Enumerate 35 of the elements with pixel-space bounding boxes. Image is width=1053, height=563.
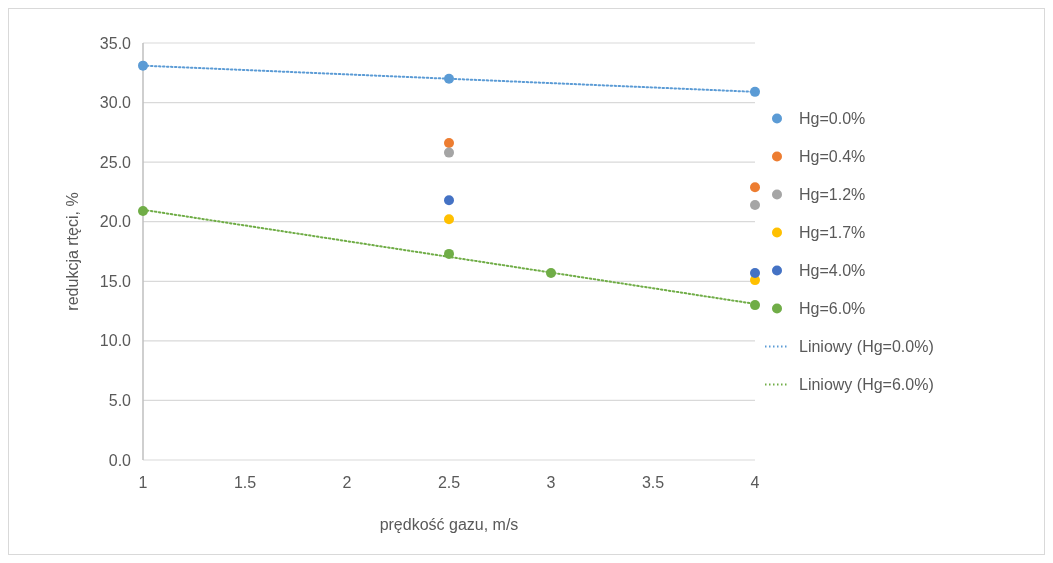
point — [444, 214, 454, 225]
point — [750, 200, 760, 211]
legend-label: Hg=0.0% — [799, 110, 866, 128]
x-tick-label: 1.5 — [233, 474, 257, 491]
x-axis-title: prędkość gazu, m/s — [379, 516, 519, 533]
point — [750, 267, 760, 278]
y-tick-label: 20.0 — [99, 213, 132, 231]
x-tick-label: 2.5 — [437, 474, 461, 491]
y-tick-label: 35.0 — [99, 34, 132, 52]
x-tick-label: 2 — [342, 474, 352, 491]
point — [444, 195, 454, 206]
point — [750, 182, 760, 193]
legend-label: Hg=1.7% — [799, 224, 866, 242]
y-tick-label: 10.0 — [99, 332, 132, 350]
legend-label: Hg=4.0% — [799, 262, 866, 280]
y-axis-title: redukcja rtęci, % — [64, 192, 81, 311]
point — [138, 60, 148, 71]
point — [444, 138, 454, 149]
legend-label: Hg=6.0% — [799, 300, 866, 318]
x-tick-label: 1 — [138, 474, 148, 491]
point — [750, 300, 760, 311]
x-tick-label: 3 — [546, 474, 556, 491]
y-tick-label: 25.0 — [99, 153, 132, 171]
x-tick-label: 4 — [750, 474, 760, 491]
legend-label: Hg=1.2% — [799, 186, 866, 204]
legend-label: Liniowy (Hg=6.0%) — [799, 376, 934, 394]
point — [444, 147, 454, 158]
y-tick-label: 0.0 — [108, 451, 132, 469]
y-tick-label: 15.0 — [99, 272, 132, 290]
legend-label: Hg=0.4% — [799, 148, 866, 166]
point — [138, 205, 148, 216]
y-tick-label: 30.0 — [99, 94, 132, 112]
legend-label: Liniowy (Hg=0.0%) — [799, 338, 934, 356]
y-tick-label: 5.0 — [108, 392, 132, 410]
x-tick-label: 3.5 — [641, 474, 665, 491]
